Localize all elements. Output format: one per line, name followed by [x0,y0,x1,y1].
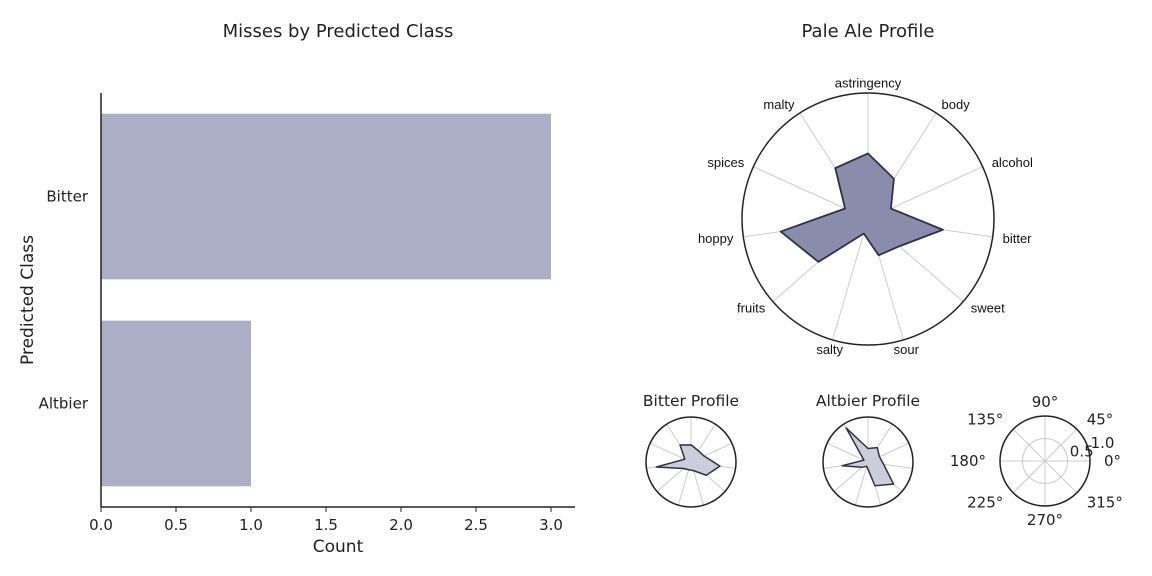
radar-axis-label: bitter [1003,231,1033,246]
x-tick-label: 3.0 [539,516,563,534]
radar-main: Pale Ale Profile astringency body alcohol b… [698,21,1033,357]
radar-series-polygon [655,444,721,477]
y-category-label: Bitter [46,188,88,206]
polar-angle-label: 0° [1104,452,1121,470]
bar-group [101,113,551,487]
bar-bitter [101,113,551,280]
x-tick-group: 0.0 0.5 1.0 1.5 2.0 2.5 3.0 [89,507,563,534]
polar-angle-label: 180° [950,452,986,470]
radar-series-polygon [841,427,895,487]
polar-empty: 0° 45° 90° 135° 180° 225° 270° 315° 0.51.0 [950,393,1123,529]
polar-angle-label: 90° [1032,393,1059,411]
polar-outer-ring [999,415,1091,507]
x-tick-label: 0.0 [89,516,113,534]
radar-axis-label: salty [816,342,843,357]
polar-angle-label: 45° [1087,410,1114,428]
radar-axis-label: malty [763,97,795,112]
radar-outer-ring [741,92,995,346]
x-tick-label: 2.5 [464,516,488,534]
y-axis-label: Predicted Class [18,235,38,365]
x-tick-label: 1.0 [239,516,263,534]
radar-main-title: Pale Ale Profile [802,21,935,42]
radar-outer-ring [645,416,737,508]
radar-axis-label: sour [894,342,920,357]
radar-bitter: Bitter Profile [643,392,739,508]
radar-spoke [826,442,869,463]
polar-ring [1022,438,1068,484]
radar-outer-ring [822,416,914,508]
radar-axis-label: spices [707,155,744,170]
radar-series-polygon [779,152,944,263]
polar-angle-label: 270° [1027,511,1063,529]
radar-axis-label: sweet [971,301,1005,316]
x-tick-label: 2.0 [389,516,413,534]
x-axis-label: Count [313,537,364,557]
radar-axis-label: alcohol [992,155,1033,170]
radar-axis-label: hoppy [698,231,734,246]
bar-chart: Misses by Predicted Class 0.0 0.5 1.0 1.5 2.… [18,21,575,557]
radar-spoke [832,218,869,341]
polar-angle-label: 225° [967,494,1003,512]
radar-axis-label: body [942,97,971,112]
x-tick-label: 1.5 [314,516,338,534]
radar-altbier: Altbier Profile [816,392,920,508]
polar-radial-label: 1.0 [1091,434,1115,452]
bar-chart-title: Misses by Predicted Class [223,21,454,42]
x-tick-label: 0.5 [164,516,188,534]
polar-angle-label: 315° [1087,494,1123,512]
radar-spoke [854,461,869,506]
polar-radial-label: 0.5 [1070,442,1094,460]
radar-axis-label: astringency [835,76,902,91]
radar-altbier-title: Altbier Profile [816,392,920,410]
radar-bitter-title: Bitter Profile [643,392,739,410]
bar-altbier [101,320,251,487]
y-category-group: Bitter Altbier [39,188,89,413]
radar-axis-label: fruits [737,301,766,316]
y-category-label: Altbier [39,395,89,413]
polar-angle-label: 135° [967,410,1003,428]
